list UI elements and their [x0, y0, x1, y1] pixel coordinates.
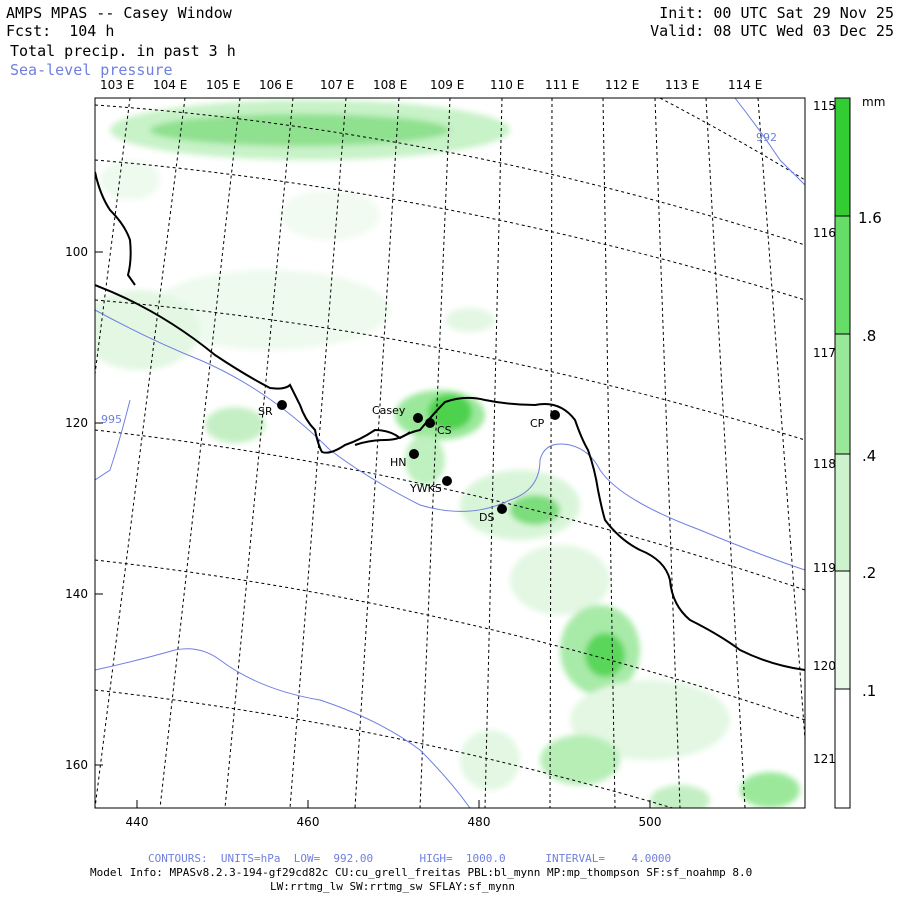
valid-time: Valid: 08 UTC Wed 03 Dec 25: [650, 22, 894, 40]
coastline: [95, 171, 805, 671]
x-tick-label: 500: [639, 815, 662, 829]
top-longitude-labels: 103 E 104 E 105 E 106 E 107 E 108 E 109 …: [100, 78, 762, 92]
x-tick-label: 440: [126, 815, 149, 829]
axis-ticks: [95, 251, 651, 808]
y-axis-labels: 100 120 140 160: [65, 245, 88, 772]
station-label: Casey: [372, 404, 406, 417]
stations: SR Casey CS CP HN YWKS DS: [258, 400, 560, 524]
isobars: [95, 98, 805, 808]
colorbar: mm 1.6 .8 .4 .2 .1: [834, 95, 885, 809]
colorbar-label: 1.6: [858, 209, 882, 227]
station-marker: [409, 449, 419, 459]
field-name: Total precip. in past 3 h: [10, 42, 236, 60]
lon-label: 105 E: [206, 78, 240, 92]
station-label: CP: [530, 417, 545, 430]
station-label: CS: [437, 424, 452, 437]
lon-label: 112 E: [605, 78, 639, 92]
station-label: DS: [479, 511, 494, 524]
model-info-physics: LW:rrtmg_lw SW:rrtmg_sw SFLAY:sf_mynn: [270, 880, 516, 893]
x-tick-label: 460: [297, 815, 320, 829]
isobar-label: 992: [756, 131, 777, 144]
lon-label: 106 E: [259, 78, 293, 92]
lon-label: 108 E: [373, 78, 407, 92]
station-marker: [425, 418, 435, 428]
model-info: Model Info: MPASv8.2.3-194-gf29cd82c CU:…: [90, 866, 753, 879]
isobar-label: 995: [101, 413, 122, 426]
station-label: HN: [390, 456, 407, 469]
lon-label: 111 E: [545, 78, 579, 92]
y-tick-label: 140: [65, 587, 88, 601]
lon-label: 110 E: [490, 78, 524, 92]
map-title: AMPS MPAS -- Casey Window: [6, 4, 232, 22]
x-tick-label: 480: [468, 815, 491, 829]
init-time: Init: 00 UTC Sat 29 Nov 25: [659, 4, 894, 22]
colorbar-label: .8: [862, 327, 876, 345]
station-marker: [413, 413, 423, 423]
map-frame: [94, 97, 806, 809]
graticule: [95, 98, 805, 808]
colorbar-unit: mm: [862, 95, 885, 109]
station-label: SR: [258, 405, 273, 418]
lon-label: 107 E: [320, 78, 354, 92]
colorbar-label: .1: [862, 682, 876, 700]
y-tick-label: 100: [65, 245, 88, 259]
forecast-hour: Fcst: 104 h: [6, 22, 115, 40]
isobar-labels: 992 995: [101, 131, 777, 426]
station-marker: [442, 476, 452, 486]
station-label: YWKS: [409, 482, 442, 495]
station-marker: [497, 504, 507, 514]
station-marker: [550, 410, 560, 420]
colorbar-label: .4: [862, 447, 876, 465]
overlay-name: Sea-level pressure: [10, 61, 173, 79]
lon-label: 104 E: [153, 78, 187, 92]
colorbar-label: .2: [862, 564, 876, 582]
station-marker: [277, 400, 287, 410]
lon-label: 113 E: [665, 78, 699, 92]
contour-info: CONTOURS: UNITS=hPa LOW= 992.00 HIGH= 10…: [148, 852, 672, 865]
x-axis-labels: 440 460 480 500: [126, 815, 662, 829]
lon-label: 114 E: [728, 78, 762, 92]
lon-label: 103 E: [100, 78, 134, 92]
y-tick-label: 160: [65, 758, 88, 772]
y-tick-label: 120: [65, 416, 88, 430]
lon-label: 109 E: [430, 78, 464, 92]
